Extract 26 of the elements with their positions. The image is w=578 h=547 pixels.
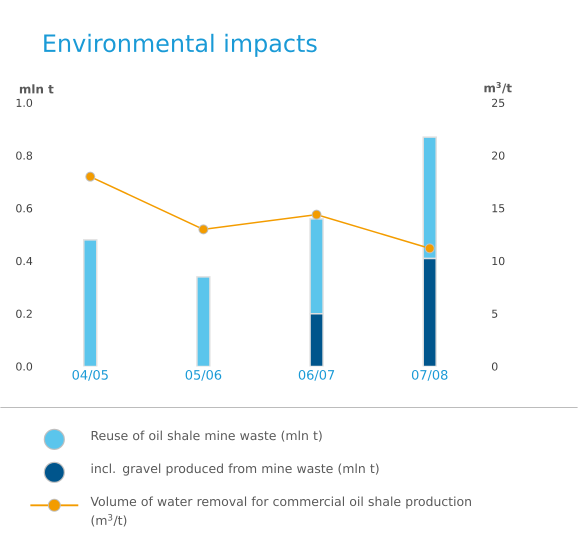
y2-axis-title: m$^{3}$/t [484, 82, 512, 94]
y-axis-title: mln t [20, 84, 54, 94]
x-tick-label: 06/07 [298, 370, 334, 381]
legend-label: incl. gravel produced from mine waste (mln t) [92, 463, 379, 476]
x-tick-label: 07/08 [412, 370, 448, 381]
y-tick-label: 0.2 [16, 310, 32, 318]
point [198, 224, 208, 234]
point [312, 210, 322, 220]
y2-tick-label: 15 [492, 204, 504, 212]
y-tick-label: 0.6 [16, 204, 32, 212]
y-tick-label: 1.0 [16, 98, 32, 107]
y2-tick-label: 10 [492, 256, 504, 266]
x-tick-label: 04/05 [72, 370, 108, 381]
y-tick-label: 0.0 [16, 362, 32, 371]
legend-label: Reuse of oil shale mine waste (mln t) [92, 430, 322, 442]
y2-tick-label: 5 [492, 310, 498, 318]
point [85, 172, 96, 182]
y2-tick-label: 25 [492, 98, 504, 107]
point [424, 243, 435, 254]
legend-label: Volume of water removal for commercial oil shale production (m$^{3}$/t) [90, 496, 471, 526]
chart-title: Environmental impacts [44, 34, 317, 57]
y2-tick-label: 0 [492, 362, 498, 371]
x-tick-label: 05/06 [186, 370, 222, 381]
y-tick-label: 0.8 [16, 151, 32, 160]
y2-tick-label: 20 [492, 151, 504, 160]
y-tick-label: 0.4 [16, 256, 32, 266]
